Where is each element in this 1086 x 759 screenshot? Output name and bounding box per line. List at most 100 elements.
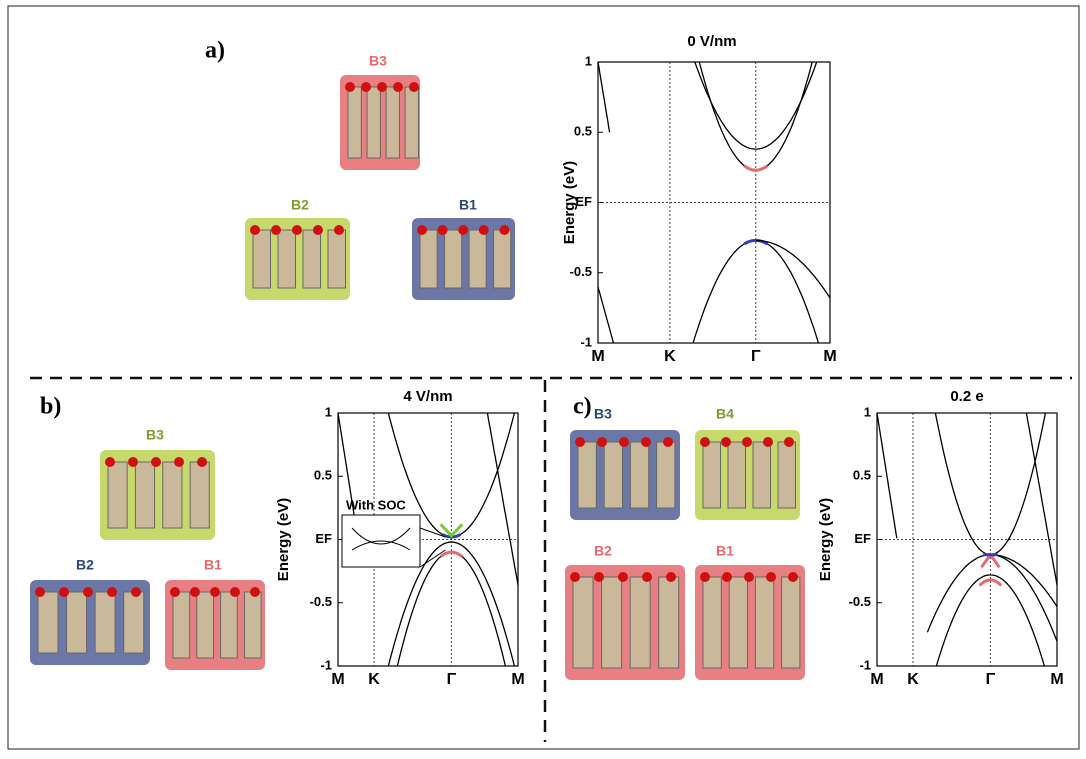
band-curve [1026,413,1057,585]
structure-atom [417,225,427,235]
y-tick-label: 0.5 [314,468,332,483]
structure-atom [105,457,115,467]
structure-atoms [244,592,261,658]
band-curve [686,35,825,149]
structure-atom [666,572,676,582]
structure-atom [230,587,240,597]
y-tick-label: 0.5 [853,468,871,483]
band-curve [756,240,830,298]
structure-atoms [348,87,361,158]
structure-label: B2 [76,557,94,573]
y-tick-label: -1 [580,334,592,349]
structure-atoms [755,577,773,668]
structure-atoms [420,230,437,288]
y-tick-label: -0.5 [570,264,592,279]
x-tick-label: K [368,671,380,688]
structure-atoms [703,577,721,668]
structure-atom [361,82,371,92]
structure-atom [271,225,281,235]
structure-atoms [469,230,486,288]
band-curve [990,555,1057,607]
structure-atoms [386,87,399,158]
x-tick-label: K [664,348,676,365]
x-tick-label: Γ [986,671,996,688]
structure-label: B3 [369,53,387,69]
structure-atom [409,82,419,92]
structure-atoms [630,442,648,508]
y-tick-label: EF [575,194,592,209]
structure-label: B1 [716,543,734,559]
structure-label: B3 [146,427,164,443]
structure-atom [619,437,629,447]
structure-atoms [778,442,796,508]
structure-atom [479,225,489,235]
structure-atoms [173,592,190,658]
x-tick-label: M [823,348,836,365]
panel-label: a) [205,38,225,64]
y-tick-label: -0.5 [849,594,871,609]
structure-atom [190,587,200,597]
y-tick-label: 1 [325,404,332,419]
structure-atom [570,572,580,582]
structure-atoms [221,592,238,658]
x-tick-label: M [331,671,344,688]
band-curve [698,56,814,170]
chart-title: 0.2 e [950,388,983,405]
structure-atoms [578,442,596,508]
structure-atoms [728,442,746,508]
structure-atoms [253,230,271,288]
structure-atoms [67,592,87,653]
structure-atoms [367,87,380,158]
structure-atom [597,437,607,447]
band-curve [598,287,614,346]
structure-atom [788,572,798,582]
structure-atoms [135,462,154,528]
structure-atom [763,437,773,447]
y-tick-label: -0.5 [310,594,332,609]
structure-atom [641,437,651,447]
structure-atom [35,587,45,597]
x-tick-label: Γ [447,671,457,688]
structure-atoms [445,230,462,288]
structure-atom [210,587,220,597]
y-tick-label: 1 [864,404,871,419]
x-tick-label: M [870,671,883,688]
y-axis-label: Energy (eV) [275,498,292,581]
structure-atoms [782,577,800,668]
y-tick-label: EF [315,531,332,546]
structure-atom [83,587,93,597]
structure-atom [174,457,184,467]
structure-label: B2 [594,543,612,559]
structure-atoms [303,230,321,288]
structure-atoms [630,577,650,668]
structure-atoms [573,577,593,668]
y-tick-label: 0.5 [574,124,592,139]
structure-label: B2 [291,197,309,213]
structure-atom [700,437,710,447]
structure-atom [345,82,355,92]
structure-atoms [163,462,182,528]
x-tick-label: M [511,671,524,688]
structure-atom [292,225,302,235]
structure-atom [151,457,161,467]
structure-atoms [729,577,747,668]
structure-atoms [197,592,214,658]
structure-atom [250,225,260,235]
structure-atoms [124,592,144,653]
panel-label: c) [573,394,592,420]
band-curve [598,62,610,132]
structure-atoms [328,230,346,288]
structure-atom [334,225,344,235]
structure-atom [766,572,776,582]
chart-title: 4 V/nm [403,388,452,405]
structure-atom [393,82,403,92]
x-tick-label: M [1050,671,1063,688]
structure-atom [663,437,673,447]
band-curve [927,555,1057,642]
y-tick-label: EF [854,531,871,546]
y-tick-label: -1 [859,657,871,672]
y-axis-label: Energy (eV) [817,498,834,581]
y-tick-label: -1 [320,657,332,672]
structure-atom [131,587,141,597]
inset-pointer [420,528,445,537]
